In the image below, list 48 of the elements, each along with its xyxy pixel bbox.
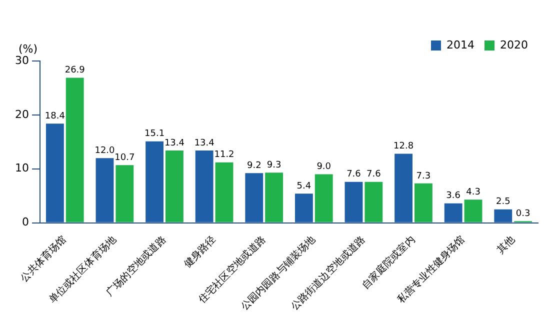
bar bbox=[394, 154, 413, 222]
text: 18.4 bbox=[44, 111, 65, 122]
text: 9.2 bbox=[246, 161, 262, 172]
text: 11.2 bbox=[214, 150, 234, 160]
bar bbox=[344, 182, 363, 222]
x-tick-label: 健身路径 bbox=[181, 234, 218, 270]
y-tick-label: 10 bbox=[14, 162, 29, 175]
bar bbox=[215, 162, 234, 222]
bar bbox=[464, 200, 482, 222]
bar bbox=[165, 150, 184, 222]
bar bbox=[46, 124, 64, 222]
y-axis-title: (%) bbox=[18, 42, 38, 56]
y-tick-label: 0 bbox=[22, 216, 29, 229]
bar bbox=[265, 172, 284, 222]
bar bbox=[116, 165, 134, 222]
bar bbox=[364, 182, 383, 222]
text: 7.6 bbox=[366, 170, 381, 180]
text: 13.4 bbox=[194, 138, 214, 148]
text: 7.6 bbox=[346, 170, 361, 180]
bar bbox=[66, 78, 84, 222]
bar bbox=[195, 150, 214, 222]
bar bbox=[444, 203, 462, 222]
bar bbox=[414, 183, 432, 222]
text: 2.5 bbox=[496, 197, 510, 208]
text: 7.3 bbox=[416, 171, 431, 182]
text: 0.3 bbox=[516, 209, 530, 220]
text: 13.4 bbox=[164, 138, 184, 148]
bar bbox=[245, 173, 264, 222]
text: 5.4 bbox=[296, 182, 312, 192]
text: 4.3 bbox=[466, 187, 480, 198]
text: 12.8 bbox=[394, 142, 414, 152]
text: 15.1 bbox=[144, 129, 165, 140]
text: 9.0 bbox=[316, 162, 332, 172]
text: 9.3 bbox=[266, 160, 282, 170]
bar bbox=[494, 209, 512, 222]
bar bbox=[146, 141, 164, 222]
bar bbox=[294, 194, 313, 222]
legend-label: 2014 bbox=[446, 38, 475, 52]
bar bbox=[96, 158, 114, 222]
x-tick-label: 其他 bbox=[494, 234, 518, 256]
text: 3.6 bbox=[446, 191, 461, 202]
text: 10.7 bbox=[114, 152, 135, 163]
text: 12.0 bbox=[94, 146, 115, 156]
bar bbox=[314, 174, 333, 222]
y-tick-label: 30 bbox=[14, 54, 29, 67]
y-tick-label: 20 bbox=[14, 108, 29, 121]
legend-label: 2020 bbox=[500, 38, 528, 52]
text: 26.9 bbox=[64, 66, 85, 76]
